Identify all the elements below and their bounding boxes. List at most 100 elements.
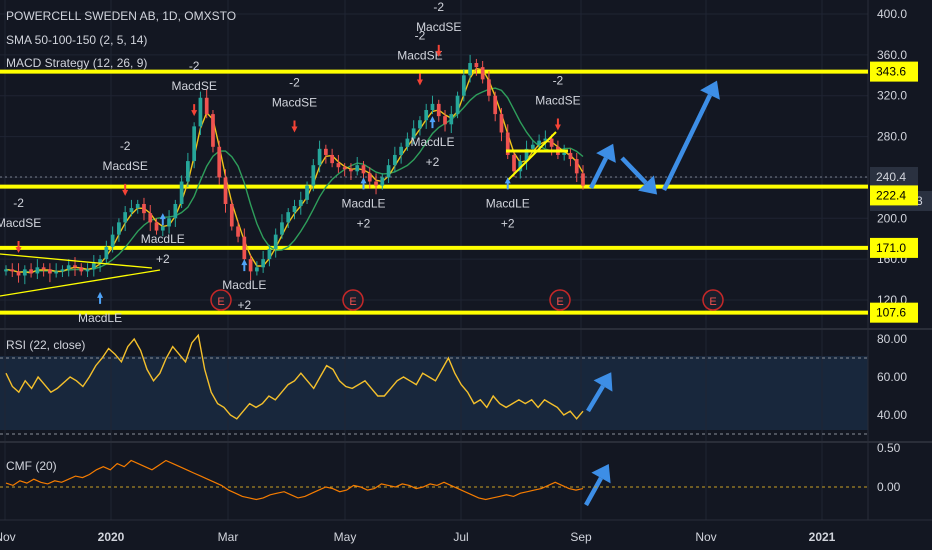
rsi-axis-label: 60.00 bbox=[877, 370, 907, 384]
long-signal-arrow bbox=[159, 213, 166, 226]
candle-body bbox=[461, 75, 466, 96]
candle-body bbox=[292, 206, 297, 213]
price-axis-box bbox=[870, 237, 918, 258]
long-signal-label: +2 bbox=[156, 252, 170, 266]
candle-body bbox=[505, 132, 510, 155]
short-signal-label: MacdSE bbox=[535, 93, 580, 107]
candle-body bbox=[305, 185, 309, 200]
candle-body bbox=[424, 110, 429, 121]
projection-arrow-down bbox=[620, 156, 648, 185]
cmf-projection-arrow bbox=[584, 476, 603, 507]
candle-body bbox=[418, 120, 422, 129]
candle-body bbox=[349, 169, 353, 172]
candle-body bbox=[261, 259, 266, 268]
price-axis-label: 400.0 bbox=[877, 7, 907, 21]
candle-body bbox=[480, 67, 485, 80]
rsi-axis-label: 80.00 bbox=[877, 332, 907, 346]
candle-body bbox=[361, 165, 366, 174]
candle-body bbox=[336, 163, 341, 168]
short-signal-label: -2 bbox=[189, 59, 200, 73]
candle-body bbox=[229, 203, 234, 227]
candle-body bbox=[562, 152, 567, 155]
price-axis-box-label: 171.0 bbox=[876, 241, 906, 255]
price-axis-box bbox=[870, 167, 918, 187]
price-axis-box-label: 107.6 bbox=[876, 306, 906, 320]
short-signal-label: MacdSE bbox=[102, 159, 147, 173]
candle-body bbox=[242, 236, 247, 260]
candle-body bbox=[443, 116, 447, 125]
candle-body bbox=[22, 269, 27, 276]
projection-arrow-up-2-head bbox=[700, 80, 720, 100]
candle-body bbox=[474, 63, 479, 68]
candle-body bbox=[524, 148, 529, 162]
cmf-projection-arrow-head bbox=[591, 464, 611, 484]
candle-body bbox=[380, 177, 385, 186]
x-tick-label: 2020 bbox=[98, 530, 125, 544]
candle-body bbox=[405, 138, 410, 147]
cmf-axis-label: 0.50 bbox=[877, 441, 901, 455]
candle-body bbox=[91, 263, 96, 270]
short-signal-arrow bbox=[416, 73, 423, 86]
candle-body bbox=[35, 267, 40, 274]
candle-body bbox=[298, 199, 303, 207]
long-signal-label: MacdLE bbox=[410, 135, 454, 149]
earnings-marker-label: E bbox=[556, 296, 563, 308]
x-tick-label: Mar bbox=[218, 530, 239, 544]
short-signal-arrow bbox=[291, 120, 298, 133]
price-axis-box bbox=[870, 185, 918, 206]
long-signal-label: +2 bbox=[426, 155, 440, 169]
x-tick-label: 2021 bbox=[809, 530, 836, 544]
candle-body bbox=[79, 267, 84, 272]
candle-body bbox=[255, 267, 259, 272]
price-axis-box bbox=[870, 61, 918, 82]
long-signal-arrow bbox=[429, 116, 436, 129]
candle-body bbox=[455, 95, 460, 115]
short-signal-label: -2 bbox=[553, 73, 564, 87]
short-signal-label: MacdSE bbox=[171, 79, 216, 93]
candle-body bbox=[41, 267, 46, 270]
long-signal-label: +2 bbox=[237, 298, 251, 312]
cmf-pane-title[interactable]: CMF (20) bbox=[6, 459, 57, 473]
short-signal-label: -2 bbox=[120, 139, 131, 153]
candle-body bbox=[436, 103, 441, 117]
candle-body bbox=[236, 226, 240, 237]
candle-body bbox=[581, 173, 585, 186]
earnings-marker-label: E bbox=[349, 296, 356, 308]
candle-body bbox=[280, 222, 284, 235]
short-signal-arrow bbox=[122, 183, 129, 196]
candle-body bbox=[4, 269, 8, 272]
candle-body bbox=[449, 114, 454, 125]
candle-body bbox=[468, 63, 472, 76]
candle-body bbox=[549, 138, 554, 147]
flag-breakout-line bbox=[507, 131, 557, 181]
candle-body bbox=[186, 161, 190, 182]
candle-body bbox=[273, 234, 278, 249]
long-signal-label: +2 bbox=[357, 216, 371, 230]
candle-body bbox=[123, 212, 128, 223]
candle-body bbox=[574, 159, 579, 174]
sma-slow-line bbox=[5, 87, 584, 273]
candle-body bbox=[160, 226, 165, 231]
candle-body bbox=[512, 154, 516, 172]
earnings-marker bbox=[210, 289, 232, 311]
rsi-projection-arrow-head bbox=[593, 372, 613, 392]
candle-body bbox=[248, 259, 253, 272]
sma-indicator-label[interactable]: SMA 50-100-150 (2, 5, 14) bbox=[6, 33, 148, 47]
candle-body bbox=[487, 79, 491, 96]
short-signal-label: -2 bbox=[433, 0, 444, 14]
symbol-title: POWERCELL SWEDEN AB, 1D, OMXSTO bbox=[6, 9, 237, 23]
price-axis-label: 280.0 bbox=[877, 130, 907, 144]
candle-body bbox=[537, 140, 541, 145]
macd-indicator-label[interactable]: MACD Strategy (12, 26, 9) bbox=[6, 56, 148, 70]
projection-arrow-up-2 bbox=[661, 94, 713, 191]
candle-body bbox=[399, 146, 403, 155]
rsi-pane-title[interactable]: RSI (22, close) bbox=[6, 338, 86, 352]
rsi-line bbox=[5, 333, 584, 420]
x-tick-label: Jul bbox=[453, 530, 468, 544]
candle-body bbox=[411, 128, 416, 139]
price-axis-box-label: 222.4 bbox=[876, 188, 906, 202]
x-tick-label: Sep bbox=[570, 530, 592, 544]
candle-body bbox=[386, 165, 391, 178]
projection-arrow-up-1-head bbox=[596, 143, 616, 163]
